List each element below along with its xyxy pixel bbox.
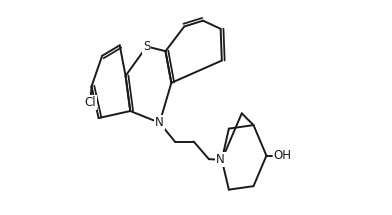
Text: OH: OH <box>274 149 292 162</box>
Text: Cl: Cl <box>85 96 96 109</box>
Text: S: S <box>143 40 151 53</box>
Text: N: N <box>155 116 164 129</box>
Text: N: N <box>216 153 225 166</box>
